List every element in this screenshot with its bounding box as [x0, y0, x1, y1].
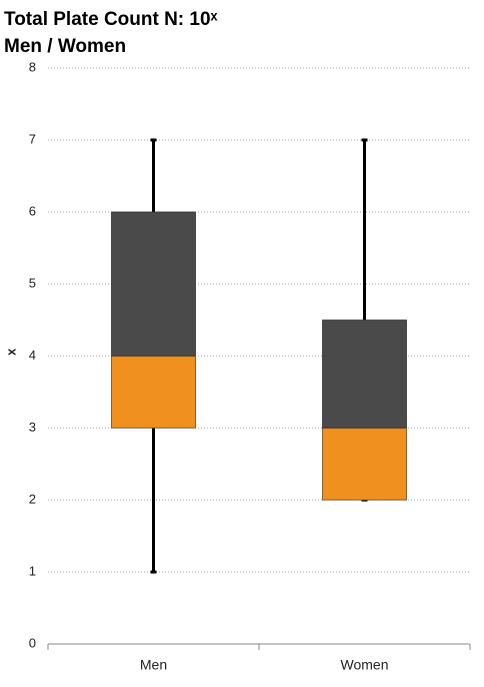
y-tick-label: 5	[29, 275, 36, 290]
y-tick-label: 0	[29, 635, 36, 650]
chart-subtitle: Men / Women	[4, 36, 126, 57]
x-tick-label: Men	[140, 657, 167, 673]
y-tick-label: 1	[29, 563, 36, 578]
y-tick-label: 2	[29, 491, 36, 506]
y-tick-label: 7	[29, 131, 36, 146]
box-lower	[111, 355, 196, 429]
y-axis-label: x	[3, 348, 18, 356]
box-upper	[322, 319, 407, 429]
chart-title: Total Plate Count N: 10ˣ	[4, 9, 218, 30]
y-tick-label: 3	[29, 419, 36, 434]
box-upper	[111, 211, 196, 357]
box-lower	[322, 427, 407, 501]
y-tick-label: 8	[29, 59, 36, 74]
y-tick-label: 6	[29, 203, 36, 218]
y-tick-label: 4	[29, 347, 36, 362]
x-tick-label: Women	[341, 657, 389, 673]
